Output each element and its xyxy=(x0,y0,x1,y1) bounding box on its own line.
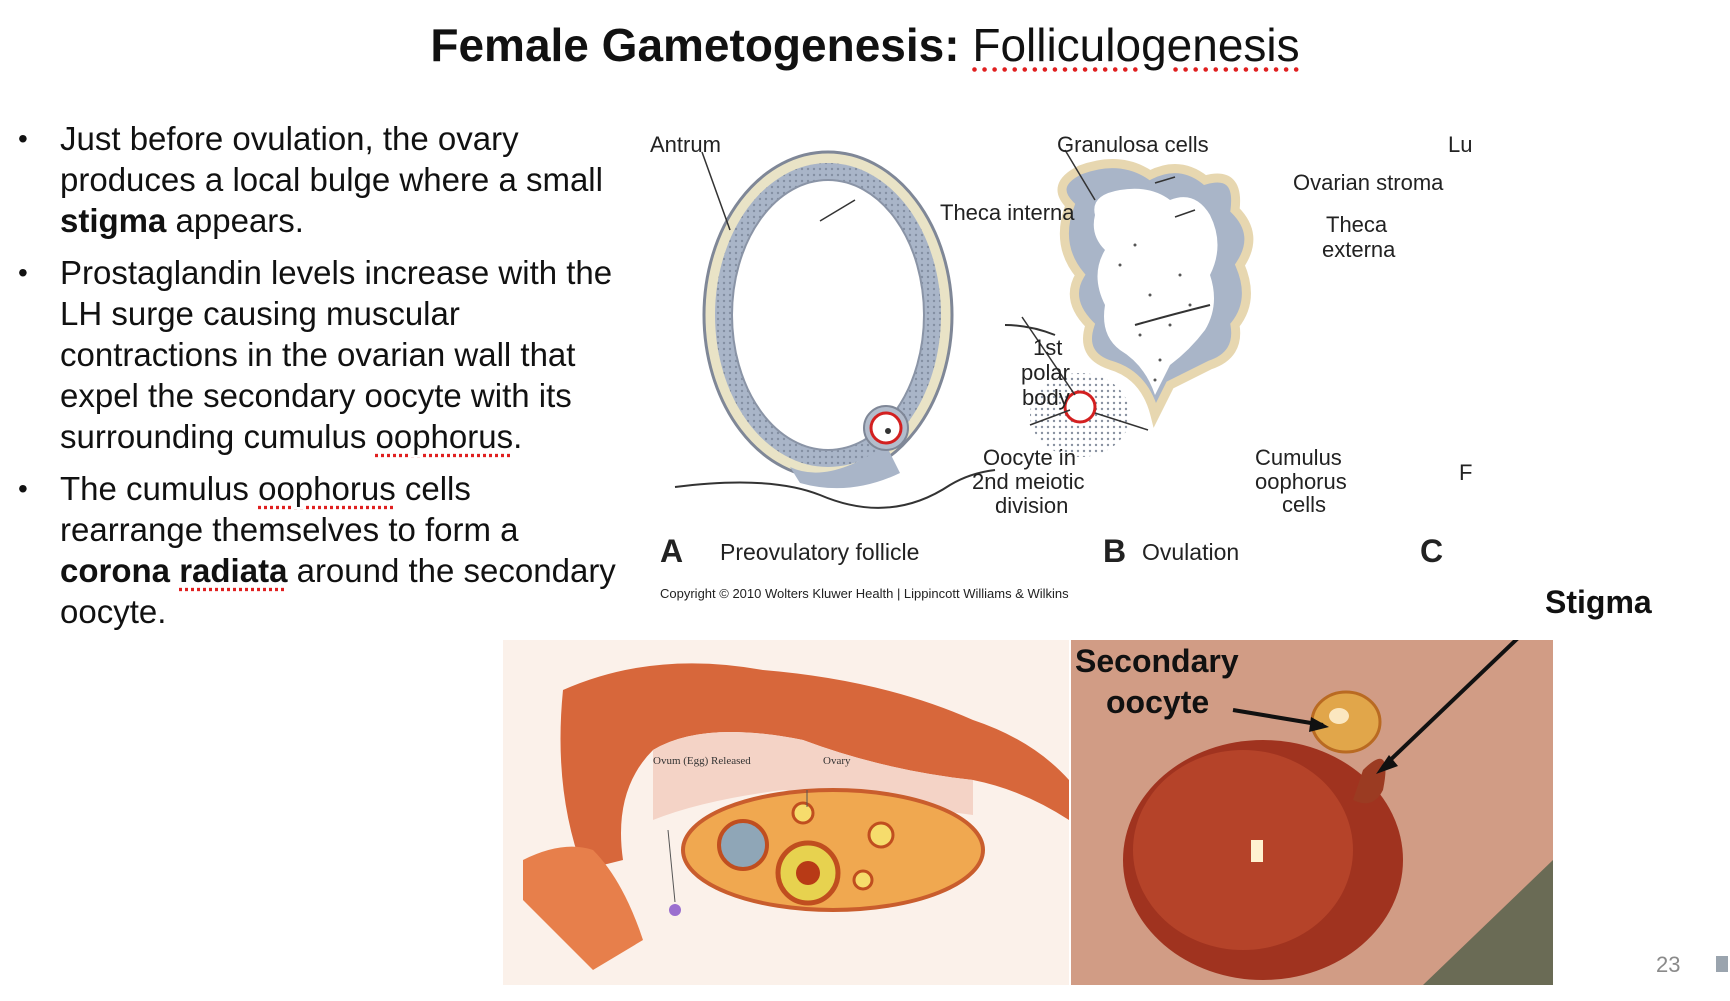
bullet-text-run: radiata xyxy=(179,552,288,589)
label-theca-interna: Theca interna xyxy=(940,200,1075,225)
panel-b-letter: B xyxy=(1103,533,1126,569)
label-f: F xyxy=(1459,460,1472,485)
follicle-diagram: Antrum Granulosa cells Lu Ovarian stroma… xyxy=(650,132,1472,601)
title-bold: Female Gametogenesis: xyxy=(430,19,960,71)
label-theca-externa-2: externa xyxy=(1322,237,1396,262)
label-cumulus-1: Cumulus xyxy=(1255,445,1342,470)
panel-b-caption: Ovulation xyxy=(1142,539,1239,565)
label-granulosa: Granulosa cells xyxy=(1057,132,1209,157)
corner-mark xyxy=(1716,956,1728,972)
panel-a-letter: A xyxy=(660,533,683,569)
label-antrum: Antrum xyxy=(650,132,721,157)
panel-a-caption: Preovulatory follicle xyxy=(720,539,919,565)
label-cumulus-3: cells xyxy=(1282,492,1326,517)
bullet-text-run: oophorus xyxy=(375,418,514,455)
bullet-text-run: appears. xyxy=(166,202,304,239)
title-normal: Folliculogenesis xyxy=(972,19,1300,71)
bullet-text-run: corona xyxy=(60,552,180,589)
bullet-text-run: oophorus xyxy=(258,470,396,507)
bullet-item: Just before ovulation, the ovary produce… xyxy=(16,118,616,241)
secondary-label-1: Secondary xyxy=(1075,643,1239,679)
label-oocyte-1: Oocyte in xyxy=(983,445,1076,470)
bullet-list: Just before ovulation, the ovary produce… xyxy=(16,118,616,643)
panel-c-letter: C xyxy=(1420,533,1443,569)
bullet-text-run: . xyxy=(513,418,523,455)
ovulation-follicle xyxy=(1004,149,1254,457)
bullet-item: Prostaglandin levels increase with the L… xyxy=(16,252,616,457)
ovary-illustration: Ovum (Egg) Released Ovary xyxy=(503,640,1069,985)
stigma-label: Stigma xyxy=(1545,584,1652,620)
label-lu: Lu xyxy=(1448,132,1472,157)
page-number: 23 xyxy=(1656,952,1681,977)
ovary-photo xyxy=(1071,640,1553,985)
ovary-label: Ovary xyxy=(823,755,851,767)
copyright-text: Copyright © 2010 Wolters Kluwer Health |… xyxy=(660,586,1069,601)
label-cumulus-2: oophorus xyxy=(1255,469,1347,494)
bullet-text-run: cells rearrange themselves to form a xyxy=(60,470,519,548)
preovulatory-follicle xyxy=(674,150,996,509)
label-theca-externa-1: Theca xyxy=(1326,212,1388,237)
secondary-label-2: oocyte xyxy=(1106,684,1209,720)
bullet-text-run: Just before ovulation, the ovary produce… xyxy=(60,120,603,198)
ovum-label: Ovum (Egg) Released xyxy=(653,755,751,767)
label-ovarian-stroma: Ovarian stroma xyxy=(1293,170,1444,195)
label-oocyte-2: 2nd meiotic xyxy=(972,469,1085,494)
photo-arrows xyxy=(1232,640,1519,774)
label-oocyte-3: division xyxy=(995,493,1068,518)
bullet-item: The cumulus oophorus cells rearrange the… xyxy=(16,468,616,632)
ovulation-images: Ovum (Egg) Released Ovary Secondary oocy… xyxy=(503,640,1553,985)
bullet-text-run: Prostaglandin levels increase with the L… xyxy=(60,254,613,455)
label-polar-2: polar xyxy=(1021,360,1070,385)
label-polar-3: body xyxy=(1022,385,1070,410)
bullet-text-run: around the secondary oocyte. xyxy=(60,552,616,630)
bullet-text-run: The cumulus xyxy=(60,470,259,507)
label-polar-1: 1st xyxy=(1033,335,1062,360)
slide-title: Female Gametogenesis: Folliculogenesis xyxy=(0,18,1730,72)
bullet-text-run: stigma xyxy=(60,202,167,239)
